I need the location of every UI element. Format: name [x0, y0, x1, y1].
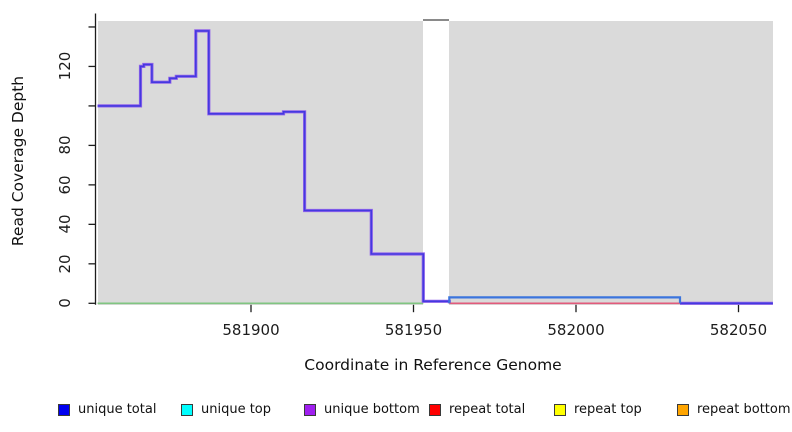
legend-label: unique top	[201, 402, 272, 417]
x-tick-label-581950: 581950	[384, 321, 443, 339]
legend-item-unique-total: unique total	[58, 402, 156, 417]
x-axis-title: Coordinate in Reference Genome	[304, 356, 562, 374]
legend-item-repeat-top: repeat top	[554, 402, 642, 417]
legend-label: repeat bottom	[697, 402, 791, 417]
series-line-unique-main-purple-blue	[97, 30, 451, 304]
legend-item-unique-top: unique top	[181, 402, 271, 417]
legend-swatch-repeat-total	[429, 403, 441, 416]
x-tick-label-582050: 582050	[709, 321, 768, 339]
x-tick-label-582000: 582000	[547, 321, 605, 339]
legend-item-repeat-bottom: repeat bottom	[677, 402, 791, 417]
y-tick-label-40: 40	[56, 214, 74, 234]
series-line-unique-top-blue	[448, 296, 682, 304]
coverage-gap-top-cap	[423, 19, 450, 22]
x-tick-label-581900: 581900	[222, 321, 280, 339]
legend-label: unique bottom	[324, 402, 420, 417]
y-axis-title: Read Coverage Depth	[9, 75, 27, 247]
legend-item-repeat-total: repeat total	[429, 402, 525, 417]
legend-label: repeat total	[449, 402, 526, 417]
y-tick-label-20: 20	[56, 254, 74, 274]
y-tick-label-80: 80	[56, 135, 74, 155]
legend-label: unique total	[78, 402, 157, 417]
series-line-unique-main-purple-blue	[97, 29, 451, 304]
legend-swatch-unique-total	[58, 403, 70, 416]
legend-item-unique-bottom: unique bottom	[304, 402, 420, 417]
y-tick-label-60: 60	[56, 175, 74, 195]
legend-swatch-unique-bottom	[304, 403, 316, 416]
legend-swatch-unique-top	[181, 403, 193, 416]
plot-bg-block-1	[449, 20, 773, 305]
legend-swatch-repeat-bottom	[677, 403, 689, 416]
legend-label: repeat top	[574, 402, 642, 417]
legend-swatch-repeat-top	[554, 403, 566, 416]
y-tick-label-120: 120	[56, 52, 74, 81]
y-tick-label-0: 0	[56, 298, 74, 309]
